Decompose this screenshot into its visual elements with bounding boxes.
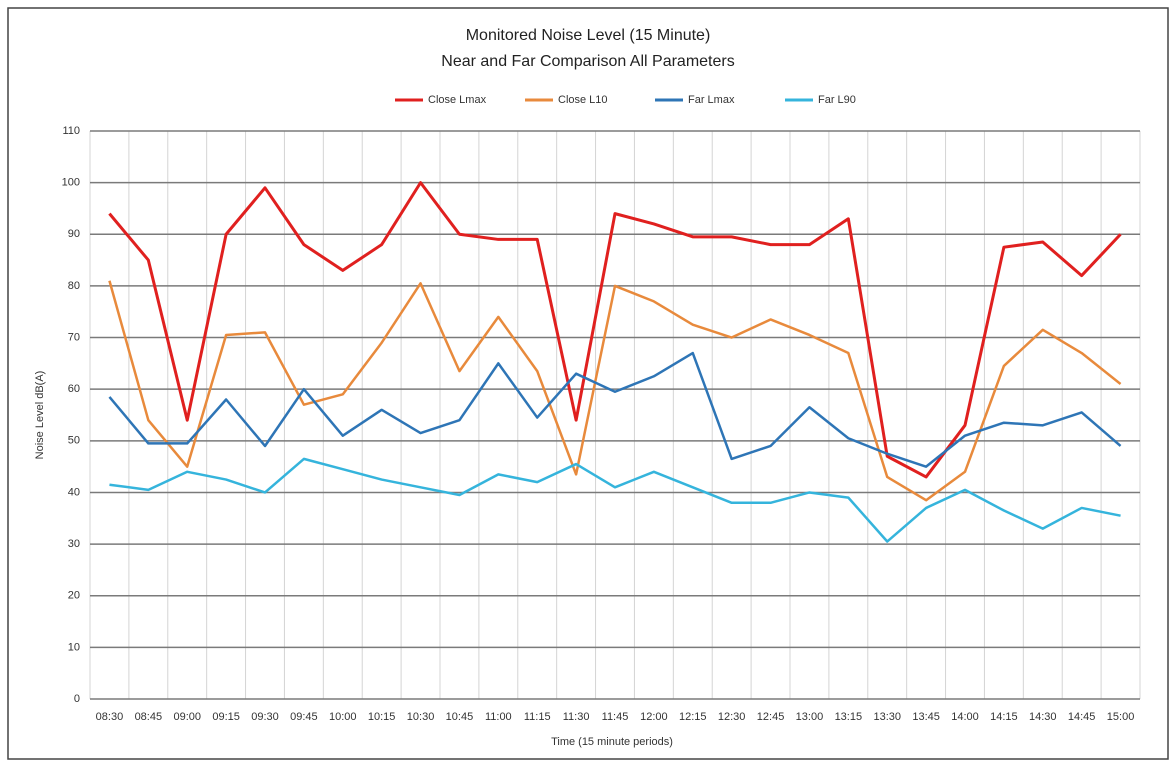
x-tick-label: 10:00	[329, 711, 357, 723]
x-tick-label: 09:30	[251, 711, 279, 723]
legend-label: Far L90	[818, 94, 856, 106]
x-tick-label: 11:30	[563, 711, 590, 723]
x-tick-label: 10:30	[407, 711, 435, 723]
y-tick-label: 50	[68, 435, 80, 447]
x-tick-label: 12:15	[679, 711, 707, 723]
y-axis-label: Noise Level dB(A)	[34, 371, 46, 460]
x-tick-label: 12:00	[640, 711, 668, 723]
x-tick-label: 12:45	[757, 711, 785, 723]
series-line	[108, 280, 1122, 502]
x-tick-label: 15:00	[1107, 711, 1135, 723]
y-tick-label: 90	[68, 228, 80, 240]
x-tick-label: 10:45	[446, 711, 474, 723]
chart-subtitle: Near and Far Comparison All Parameters	[441, 53, 734, 70]
x-tick-label: 14:30	[1029, 711, 1057, 723]
legend-label: Close L10	[558, 94, 608, 106]
y-tick-label: 0	[74, 693, 80, 705]
legend-label: Close Lmax	[428, 94, 487, 106]
y-tick-label: 30	[68, 538, 80, 550]
x-tick-label: 11:00	[485, 711, 512, 723]
y-tick-label: 80	[68, 280, 80, 292]
x-tick-label: 09:00	[173, 711, 201, 723]
x-tick-label: 11:45	[602, 711, 629, 723]
x-tick-label: 14:00	[951, 711, 979, 723]
x-tick-label: 11:15	[524, 711, 551, 723]
x-tick-label: 08:30	[96, 711, 124, 723]
y-tick-label: 40	[68, 486, 80, 498]
x-tick-label: 10:15	[368, 711, 396, 723]
y-tick-label: 70	[68, 331, 80, 343]
y-tick-label: 100	[62, 177, 80, 189]
x-tick-label: 08:45	[135, 711, 163, 723]
x-tick-label: 09:45	[290, 711, 318, 723]
x-tick-label: 13:45	[912, 711, 940, 723]
x-tick-label: 12:30	[718, 711, 746, 723]
series-line	[109, 457, 1121, 543]
x-tick-label: 14:45	[1068, 711, 1096, 723]
x-axis-label: Time (15 minute periods)	[551, 736, 673, 748]
y-tick-label: 20	[68, 590, 80, 602]
chart-border	[7, 7, 1169, 760]
x-tick-label: 13:15	[835, 711, 863, 723]
y-tick-label: 110	[62, 125, 80, 137]
series-line	[108, 351, 1122, 468]
series-line	[108, 181, 1122, 479]
x-tick-label: 14:15	[990, 711, 1018, 723]
chart-title: Monitored Noise Level (15 Minute)	[466, 27, 711, 44]
y-tick-label: 60	[68, 383, 80, 395]
x-tick-label: 13:30	[873, 711, 901, 723]
legend-label: Far Lmax	[688, 94, 735, 106]
x-tick-label: 09:15	[212, 711, 240, 723]
y-tick-label: 10	[68, 641, 80, 653]
x-tick-label: 13:00	[796, 711, 824, 723]
